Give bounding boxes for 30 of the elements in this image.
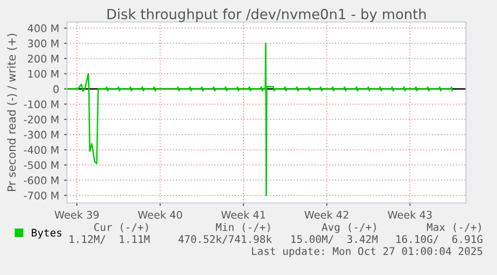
y-tick-label: 0 [53,85,59,94]
y-tick-label: 300 M [28,40,58,48]
x-tick-label: Week 43 [388,210,432,219]
y-tick-label: -700 M [24,192,58,200]
text: 1.12M/ 1.11M [70,235,150,244]
text: 470.52k/741.98k [178,234,272,244]
text: 15.00M/ 3.42M [291,235,378,244]
y-tick-label: 200 M [28,54,58,63]
text: 16.10G/ 6.91G [396,235,482,244]
legend-label: Bytes [32,228,62,239]
text: Last update: Mon Oct 27 01:00:04 2025 [252,246,482,258]
y-axis-title: Pr second read (-) / write (+) [7,34,18,192]
y-tick-label: -600 M [24,176,58,184]
y-tick-label: -300 M [24,130,58,139]
x-tick-label: Week 42 [304,210,348,219]
y-tick-label: -200 M [24,116,58,124]
chart-title: Disk throughput for /dev/nvme0n1 - by month [108,8,426,22]
y-tick-label: 400 M [28,24,58,32]
text: Avg (-/+) [322,222,376,234]
y-tick-label: -500 M [24,161,58,170]
x-tick-label: Week 40 [138,210,182,219]
y-tick-label: 100 M [28,70,58,78]
line-series [67,42,453,196]
text: Min (-/+) [216,222,270,232]
text: Max (-/+) [426,223,481,232]
x-tick-label: Week 39 [54,210,99,219]
y-tick-label: -100 M [24,100,58,108]
y-tick-label: -400 M [24,146,58,154]
x-tick-label: Week 41 [221,210,266,219]
text: Cur (-/+) [94,223,148,232]
